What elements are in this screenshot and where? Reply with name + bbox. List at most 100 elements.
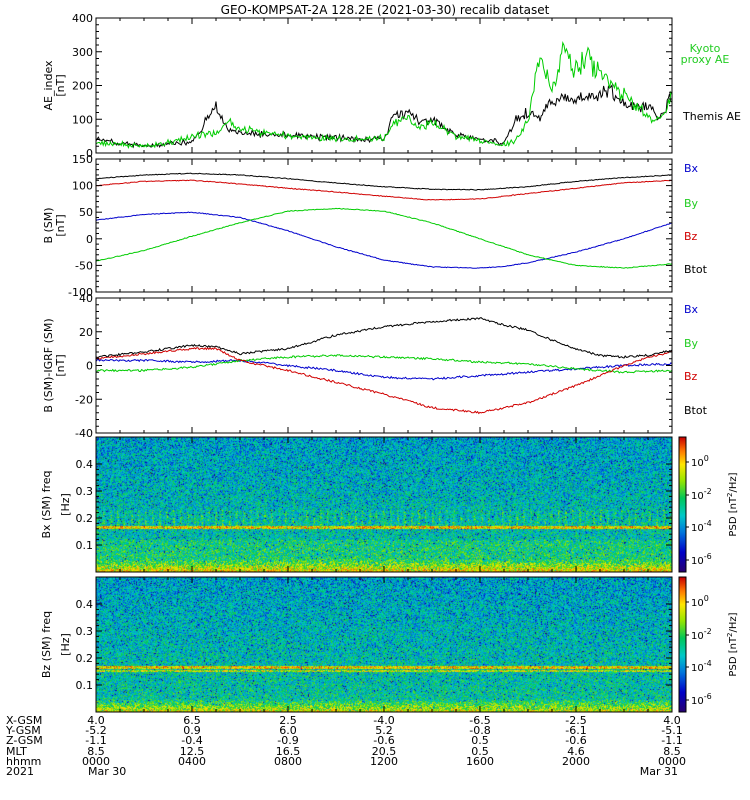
x-axis-value: -0.9 <box>277 734 298 747</box>
colorbar-tick-label: 10-4 <box>691 659 712 674</box>
x-axis-value: 1600 <box>466 755 494 768</box>
x-axis-value: 8.5 <box>87 745 105 758</box>
legend-label: proxy AE <box>681 53 730 66</box>
colorbar-label: PSD [nT2/Hz] <box>726 472 739 536</box>
y-tick-label: 0.1 <box>76 679 94 692</box>
y-axis-unit: [nT] <box>54 354 67 376</box>
x-axis-value: 0.5 <box>471 745 489 758</box>
x-axis-value: -6.1 <box>565 724 586 737</box>
x-axis-value: -1.1 <box>661 734 682 747</box>
y-axis-label: Bx (SM) freq <box>40 470 53 538</box>
y-tick-label: -40 <box>75 427 93 440</box>
x-axis-value: -6.5 <box>469 714 490 727</box>
y-tick-label: 0.1 <box>76 539 94 552</box>
y-axis-unit: [Hz] <box>59 493 72 516</box>
y-tick-label: 0.4 <box>76 598 94 611</box>
x-axis-value: 4.0 <box>87 714 105 727</box>
colorbar-tick-label: 100 <box>691 454 709 469</box>
x-axis-value: 2000 <box>562 755 590 768</box>
series-line-btot <box>95 172 673 191</box>
legend-label-bx: Bx <box>684 303 699 316</box>
y-axis-unit: [Hz] <box>59 633 72 656</box>
colorbar-tick-label: 10-6 <box>691 552 712 567</box>
x-axis-value: Mar 31 <box>640 765 678 778</box>
colorbar-image <box>679 577 686 712</box>
legend-label: Themis AE <box>682 110 741 123</box>
x-axis-value: -0.8 <box>469 724 490 737</box>
x-row-label: Y-GSM <box>5 724 41 737</box>
x-axis-value: 6.5 <box>183 714 201 727</box>
y-tick-label: 200 <box>72 80 93 93</box>
x-row-label: 2021 <box>6 765 34 778</box>
legend-label-bx: Bx <box>684 162 699 175</box>
series-line-kyoto-proxy-ae <box>95 41 673 149</box>
x-axis-value: 20.5 <box>372 745 397 758</box>
y-axis-unit: [nT] <box>54 214 67 236</box>
colorbar-tick-label: 100 <box>691 594 709 609</box>
y-tick-label: -20 <box>75 393 93 406</box>
panel-frame <box>95 17 673 154</box>
x-row-label: Z-GSM <box>6 734 43 747</box>
x-axis-value: 0.9 <box>183 724 201 737</box>
y-tick-label: 20 <box>79 326 93 339</box>
y-tick-label: -50 <box>75 259 93 272</box>
y-tick-label: 0.2 <box>76 512 94 525</box>
y-tick-label: 0.3 <box>76 485 94 498</box>
y-tick-label: 300 <box>72 46 93 59</box>
y-tick-label: 0.4 <box>76 458 94 471</box>
x-axis-value: 0800 <box>274 755 302 768</box>
y-axis-label: B (SM) <box>42 207 55 243</box>
colorbar-frame <box>678 436 687 573</box>
legend-label-by: By <box>684 337 699 350</box>
x-axis-value: 6.0 <box>279 724 297 737</box>
colorbar-label: PSD [nT2/Hz] <box>726 612 739 676</box>
x-axis-value: -2.5 <box>565 714 586 727</box>
series-line-themis-ae <box>95 83 673 149</box>
x-axis-value: 4.6 <box>567 745 585 758</box>
panel-2: Bx By Bz Btot -100 -50 0 50 100 150 B (SM) [nT] <box>42 153 708 299</box>
y-tick-label: 400 <box>72 12 93 25</box>
x-axis-value: -0.6 <box>373 734 394 747</box>
panel-frame <box>95 158 673 293</box>
series-line-bz <box>96 346 673 415</box>
colorbar-image <box>679 437 686 572</box>
colorbar-tick-label: 10-6 <box>691 692 712 707</box>
x-axis-value: 8.5 <box>663 745 681 758</box>
panel-4: 100 10-2 10-4 10-6 PSD [nT2/Hz] 0.1 0.2 0.3 0.4 B… <box>40 436 739 573</box>
x-axis-value: 1200 <box>370 755 398 768</box>
x-axis-value: 0000 <box>658 755 686 768</box>
x-axis-value: -4.0 <box>373 714 394 727</box>
panel-5: 100 10-2 10-4 10-6 PSD [nT2/Hz] 0.1 0.2 0.3 0.4 B… <box>40 576 739 713</box>
spectrogram-image <box>96 577 672 712</box>
x-axis-value: -5.2 <box>85 724 106 737</box>
y-tick-label: 0 <box>86 147 93 160</box>
series-line-bz <box>95 179 673 201</box>
x-axis-value: 0.5 <box>471 734 489 747</box>
y-tick-label: -100 <box>68 286 93 299</box>
y-axis-label: B (SM)-IGRF (SM) <box>42 318 55 412</box>
x-row-label: MLT <box>6 745 27 758</box>
x-axis-table: X-GSMY-GSMZ-GSMMLThhmm20214.0-5.2-1.18.5… <box>5 714 686 778</box>
y-tick-label: 0.3 <box>76 625 94 638</box>
x-row-label: hhmm <box>6 755 41 768</box>
y-tick-label: 50 <box>79 206 93 219</box>
legend-label-btot: Btot <box>684 404 708 417</box>
panel-frame <box>95 297 673 434</box>
y-tick-label: 0 <box>86 360 93 373</box>
spectrogram-image <box>96 437 672 572</box>
x-axis-value: 0400 <box>178 755 206 768</box>
legend-label-bz: Bz <box>684 370 698 383</box>
x-axis-value: -1.1 <box>85 734 106 747</box>
series-line-by <box>95 207 673 269</box>
y-axis-label: AE_index <box>42 60 55 111</box>
y-tick-label: 100 <box>72 180 93 193</box>
x-row-label: X-GSM <box>6 714 42 727</box>
colorbar-tick-label: 10-2 <box>691 627 712 642</box>
x-axis-value: 0000 <box>82 755 110 768</box>
y-tick-label: 40 <box>79 292 93 305</box>
series-line-btot <box>95 317 673 359</box>
x-axis-value: 12.5 <box>180 745 205 758</box>
panel-3: Bx By Bz Btot -40 -20 0 20 40 B (SM)-IGRF (SM) [nT… <box>42 292 708 440</box>
